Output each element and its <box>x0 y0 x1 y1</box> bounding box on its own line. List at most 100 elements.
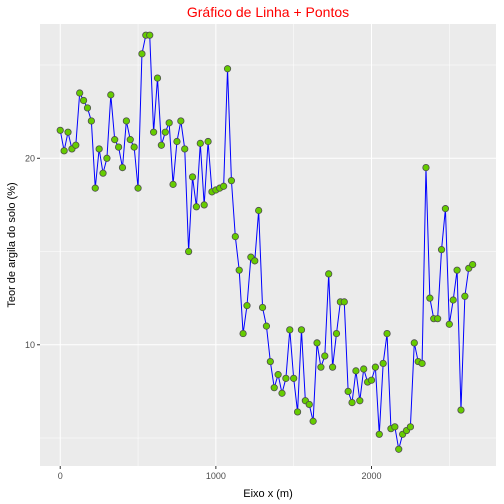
data-point <box>313 339 321 347</box>
data-point <box>72 141 80 149</box>
data-point <box>126 136 134 144</box>
data-point <box>449 296 457 304</box>
data-point <box>255 206 263 215</box>
data-point <box>258 303 267 312</box>
data-point <box>114 143 123 151</box>
data-point <box>367 376 376 384</box>
y-axis: 10 20 <box>25 153 40 350</box>
data-point <box>150 128 158 136</box>
minor-gridlines <box>40 24 496 466</box>
data-point <box>418 359 426 368</box>
y-tick-label: 20 <box>25 153 35 163</box>
x-tick-label: 0 <box>58 471 63 481</box>
data-point <box>297 326 306 334</box>
data-point <box>410 339 418 347</box>
data-point <box>107 91 115 99</box>
data-point <box>220 182 228 190</box>
data-point <box>196 139 204 147</box>
data-point <box>352 367 360 375</box>
major-gridlines <box>40 24 496 466</box>
data-point <box>87 117 95 125</box>
data-point <box>437 246 446 254</box>
data-point <box>395 445 403 453</box>
data-point <box>239 329 247 338</box>
data-point <box>64 128 72 136</box>
data-point <box>204 137 212 146</box>
data-point <box>278 389 286 397</box>
data-point <box>426 294 434 302</box>
data-point <box>134 184 142 192</box>
data-points <box>56 31 477 453</box>
data-point <box>340 298 348 306</box>
data-point <box>83 104 92 112</box>
data-point <box>122 117 130 125</box>
data-point <box>177 117 185 125</box>
data-point <box>235 266 243 274</box>
data-point <box>169 180 177 188</box>
data-point <box>165 119 173 127</box>
data-point <box>290 374 298 382</box>
data-point <box>293 408 302 416</box>
data-point <box>153 74 162 82</box>
data-point <box>348 398 356 407</box>
data-point <box>79 96 88 105</box>
data-point <box>130 143 138 151</box>
data-point <box>138 50 146 58</box>
plot-panel <box>40 24 496 466</box>
data-point <box>185 247 193 256</box>
data-point <box>76 89 84 97</box>
data-point <box>181 145 189 153</box>
data-point <box>251 257 259 265</box>
data-point <box>118 164 127 172</box>
data-point <box>286 326 294 334</box>
data-point <box>282 374 290 382</box>
data-point <box>325 270 333 278</box>
data-point <box>457 406 465 414</box>
data-point <box>360 365 368 373</box>
data-point <box>445 320 453 328</box>
data-point <box>56 126 64 134</box>
data-point <box>188 173 197 181</box>
data-point <box>270 384 278 392</box>
data-point <box>266 357 274 366</box>
data-point <box>406 423 415 431</box>
x-tick-label: 2000 <box>361 471 381 481</box>
data-point <box>434 315 442 323</box>
data-point <box>274 371 282 379</box>
data-point <box>60 147 68 155</box>
data-point <box>391 423 399 431</box>
data-point <box>231 233 239 241</box>
data-point <box>173 137 181 146</box>
data-point <box>309 417 317 425</box>
data-point <box>192 203 201 211</box>
data-point <box>223 65 232 73</box>
data-point <box>91 184 99 192</box>
data-point <box>453 266 461 274</box>
data-point <box>461 292 469 300</box>
data-point <box>422 164 430 172</box>
data-point <box>95 145 103 153</box>
data-point <box>332 329 341 338</box>
data-point <box>305 400 313 409</box>
data-point <box>99 169 107 177</box>
chart-title: Gráfico de Linha + Pontos <box>187 4 349 20</box>
x-axis-title: Eixo x (m) <box>243 488 293 500</box>
y-axis-title: Teor de argila do solo (%) <box>6 182 18 307</box>
data-point <box>379 359 387 368</box>
data-point <box>200 201 208 209</box>
x-axis: 0 1000 2000 <box>58 466 382 481</box>
data-point <box>321 352 329 360</box>
x-tick-label: 1000 <box>206 471 226 481</box>
y-tick-label: 10 <box>25 340 35 350</box>
data-point <box>103 154 111 162</box>
data-point <box>157 141 165 149</box>
data-point <box>111 136 119 144</box>
data-point <box>383 329 391 338</box>
data-point <box>161 128 169 136</box>
data-point <box>371 363 379 371</box>
data-point <box>344 387 352 396</box>
data-point <box>441 205 450 213</box>
data-point <box>469 260 477 269</box>
data-point <box>356 397 364 405</box>
